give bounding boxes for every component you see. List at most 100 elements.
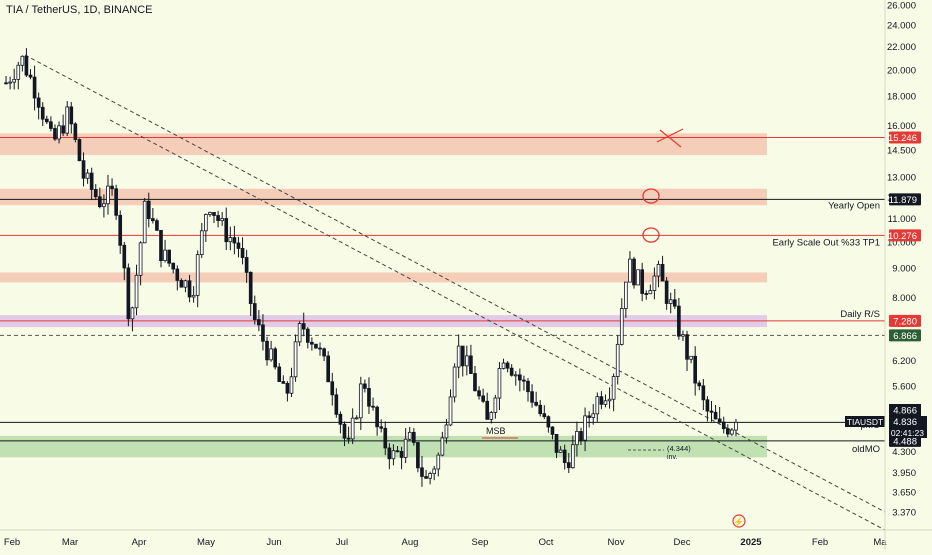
candle-up [513,374,518,377]
candle-up [624,281,628,309]
candle-up [493,397,498,413]
candle-down [277,366,282,382]
candle-down [542,413,547,418]
y-tick-label: 3.650 [892,488,916,499]
candle-down [110,185,114,190]
x-tick-label: Mar [62,537,78,548]
candle-down [265,340,269,361]
candle-up [489,412,494,420]
candle-up [436,454,441,470]
price-badge-bg [889,416,927,438]
y-tick-label: 10.000 [887,238,916,249]
x-tick-label: May [197,537,215,548]
candle-down [322,348,326,357]
y-tick-label: 20.000 [887,66,916,77]
candle-up [142,200,147,244]
candle-up [730,429,734,435]
candle-down [346,437,351,440]
candle-up [220,218,224,221]
y-tick-label: 11.000 [888,214,916,225]
candle-up [428,473,432,479]
candle-up [501,362,506,369]
y-tick-label: 22.000 [887,42,916,53]
candle-up [591,413,596,418]
candle-down [126,267,131,320]
candle-down [725,428,730,435]
candle-up [465,355,469,367]
candle-down [697,382,702,387]
y-tick-label: 3.370 [892,508,916,519]
candle-down [187,280,192,298]
candle-down [644,293,649,295]
symbol-tag-bg [845,416,885,427]
candle-up [652,275,657,291]
candle-down [399,450,404,458]
candle-up [407,431,412,440]
candle-down [416,442,420,469]
candle-down [473,373,477,392]
candle-down [709,410,714,413]
badge-pmo: 4.866 [893,406,917,417]
candle-down [664,280,669,304]
candle-up [615,343,620,377]
candle-up [403,438,408,458]
y-tick-label: 18.000 [887,92,916,103]
candle-down [693,355,698,384]
candle-up [444,424,449,439]
badge-7280: 7.280 [893,316,917,327]
y-tick-label: 26.000 [887,1,916,12]
candle-down [530,391,534,403]
candle-up [199,230,204,255]
candle-down [285,382,290,394]
chart-title: TIA / TetherUS, 1D, BINANCE [6,4,153,16]
candle-up [8,81,12,84]
candle-down [375,406,379,428]
trendline-upper [24,54,886,513]
level-text-7.280: Daily R/S [840,309,880,320]
candle-down [261,324,265,342]
candle-down [122,244,127,269]
candle-up [448,396,453,426]
red-zone-yearly [0,188,767,206]
candle-down [318,347,322,350]
candle-up [656,264,661,277]
candle-down [562,449,567,464]
y-tick-label: 16.000 [887,121,916,132]
candle-up [350,417,355,440]
candle-up [293,341,298,378]
red-zone-mid [0,272,767,283]
x-tick-label: 2025 [740,537,762,548]
annotation-msb: MSB [486,426,506,436]
candle-up [558,449,563,453]
badge-6866: 6.866 [893,331,917,342]
candle-up [269,348,273,361]
candle-down [240,248,245,258]
lightning-icon [732,514,746,528]
candle-down [672,299,677,307]
candle-down [701,385,706,401]
candle-down [28,74,33,78]
candle-up [456,345,461,368]
candle-up [204,214,208,232]
candle-up [12,78,17,83]
candle-down [518,374,522,381]
candle-down [554,433,559,453]
candle-up [440,437,445,456]
candle-up [628,258,632,283]
circle-marker-tp1 [642,227,660,243]
x-tick-label: Ma [873,537,887,548]
candle-down [330,381,335,396]
candle-down [36,97,41,108]
candle-up [228,237,233,243]
candle-down [224,218,229,243]
candle-up [432,468,437,475]
candle-down [371,405,375,408]
candle-down [69,106,74,125]
candle-down [632,258,636,286]
lightning-glyph: ⚡ [733,516,744,528]
countdown-badge: 02:41:23 [891,428,924,438]
badge-4488: 4.488 [893,436,917,447]
candle-up [358,383,363,419]
candle-down [244,257,249,273]
